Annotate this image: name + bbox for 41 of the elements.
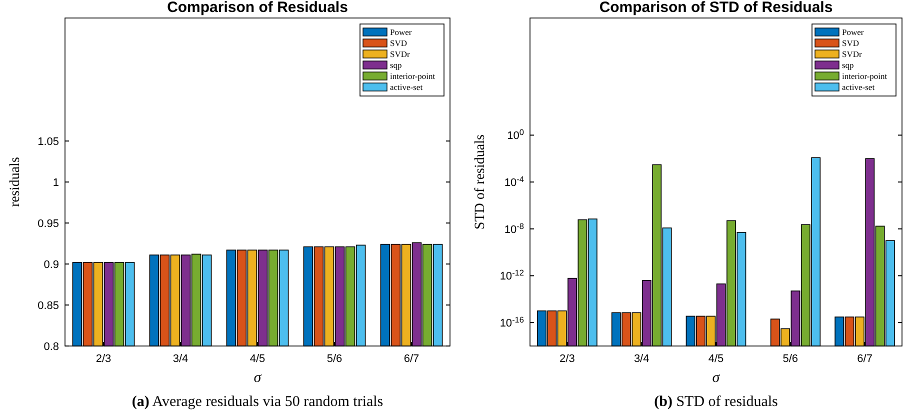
x-tick-label: 4/5 <box>250 353 266 365</box>
x-tick-label: 4/5 <box>708 353 724 365</box>
x-axis-title: σ <box>254 370 262 386</box>
legend-label: active-set <box>390 82 424 92</box>
x-tick-label: 5/6 <box>782 353 798 365</box>
y-tick-label: 10$^{0}$ <box>507 128 524 142</box>
legend-label: Power <box>842 27 864 37</box>
y-tick-label: 1.05 <box>38 136 59 148</box>
x-axis-title: σ <box>712 370 720 386</box>
legend-label: interior-point <box>390 71 436 81</box>
x-tick-label: 3/4 <box>172 353 188 365</box>
y-tick-label: 0.9 <box>44 259 59 271</box>
legend-label: sqp <box>842 60 854 70</box>
x-tick-label: 2/3 <box>560 353 575 365</box>
y-axis-title: STD of residuals <box>473 134 488 230</box>
text: (a) Average residuals via 50 random trials <box>132 394 384 410</box>
legend-label: SVD <box>842 38 860 48</box>
y-tick-label: 1 <box>52 177 59 189</box>
legend-label: active-set <box>842 82 876 92</box>
x-tick-label: 5/6 <box>326 353 342 365</box>
x-tick-label: 3/4 <box>634 353 650 365</box>
y-tick-label: 0.95 <box>38 218 59 230</box>
y-tick-label: 10$^{-16}$ <box>500 315 524 330</box>
legend-label: SVD <box>390 38 408 48</box>
y-tick-label: 10$^{-8}$ <box>504 221 524 236</box>
y-tick-label: 10$^{-12}$ <box>500 268 524 283</box>
legend-label: SVDr <box>390 49 410 59</box>
x-tick-label: 6/7 <box>857 353 872 365</box>
x-tick-label: 6/7 <box>404 353 420 365</box>
x-tick-label: 2/3 <box>96 353 112 365</box>
legend-label: SVDr <box>842 49 862 59</box>
legend-label: sqp <box>390 60 402 70</box>
legend-label: Power <box>390 27 412 37</box>
y-tick-label: 0.85 <box>38 300 59 312</box>
chart-title: Comparison of Residuals <box>167 0 348 16</box>
y-tick-label: 10$^{-4}$ <box>504 174 524 189</box>
y-axis-title: residuals <box>8 157 23 207</box>
chart-title: Comparison of STD of Residuals <box>599 0 833 16</box>
legend-label: interior-point <box>842 71 888 81</box>
y-tick-label: 0.8 <box>44 341 59 353</box>
text: (b) STD of residuals <box>654 394 778 410</box>
